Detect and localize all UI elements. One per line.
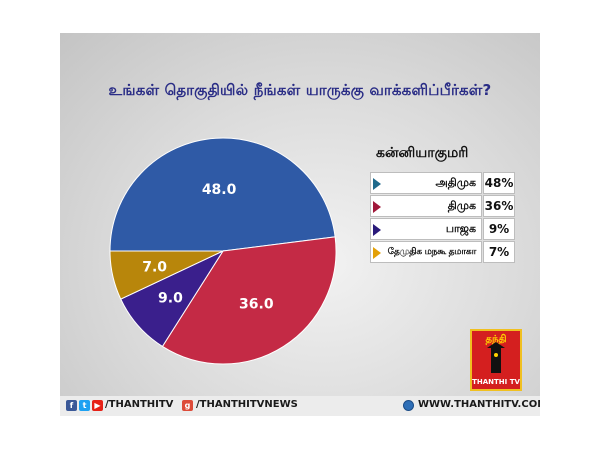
pie-slices — [109, 137, 337, 365]
legend-marker-icon — [373, 247, 381, 259]
footer-handle-2[interactable]: /THANTHITVNEWS — [196, 399, 298, 410]
logo-top-text: தந்தி — [485, 334, 507, 345]
legend-label: தேமுதிக மநகூ தமாகா — [370, 241, 482, 263]
footer-handle-1[interactable]: /THANTHITV — [105, 399, 174, 410]
legend-item-admk: அதிமுக 48% — [370, 172, 515, 194]
legend-item-dmk: திமுக 36% — [370, 195, 515, 217]
lighthouse-icon — [487, 342, 505, 373]
legend-percent: 9% — [483, 218, 515, 240]
legend-item-bjp: பாஜக 9% — [370, 218, 515, 240]
twitter-icon[interactable]: t — [79, 400, 90, 411]
slice-value-label: 48.0 — [202, 182, 237, 198]
legend-percent: 7% — [483, 241, 515, 263]
globe-icon — [403, 400, 414, 411]
pie-chart: 48.0 36.0 9.0 7.0 — [109, 137, 337, 365]
google-plus-icon[interactable]: g — [182, 400, 193, 411]
legend-percent: 36% — [483, 195, 515, 217]
legend-label: திமுக — [370, 195, 482, 217]
slice-labels: 48.0 36.0 9.0 7.0 — [142, 182, 274, 313]
slice-dmk — [161, 236, 337, 365]
chart-title: உங்கள் தொகுதியில் நீங்கள் யாருக்கு வாக்க… — [108, 81, 492, 99]
legend-label: அதிமுக — [370, 172, 482, 194]
poll-card: உங்கள் தொகுதியில் நீங்கள் யாருக்கு வாக்க… — [60, 33, 540, 416]
logo-bottom-text: THANTHI TV — [472, 378, 520, 386]
legend-marker-icon — [373, 224, 381, 236]
facebook-icon[interactable]: f — [66, 400, 77, 411]
slice-value-label: 36.0 — [239, 296, 274, 312]
footer-bar: f t ▶ /THANTHITV g /THANTHITVNEWS WWW.TH… — [60, 396, 540, 416]
slice-value-label: 9.0 — [158, 290, 183, 306]
legend-item-dmdk-pwf-tmc: தேமுதிக மநகூ தமாகா 7% — [370, 241, 515, 263]
slice-dmdk-pwf-tmc — [109, 250, 224, 300]
slice-admk — [109, 137, 336, 252]
legend-percent: 48% — [483, 172, 515, 194]
slice-value-label: 7.0 — [142, 259, 167, 275]
legend-marker-icon — [373, 201, 381, 213]
legend-label: பாஜக — [370, 218, 482, 240]
thanthi-tv-logo: தந்தி THANTHI TV — [470, 329, 522, 391]
footer-website[interactable]: WWW.THANTHITV.COM — [418, 399, 540, 410]
legend-marker-icon — [373, 178, 381, 190]
legend-heading: கன்னியாகுமரி — [376, 145, 469, 161]
youtube-icon[interactable]: ▶ — [92, 400, 103, 411]
